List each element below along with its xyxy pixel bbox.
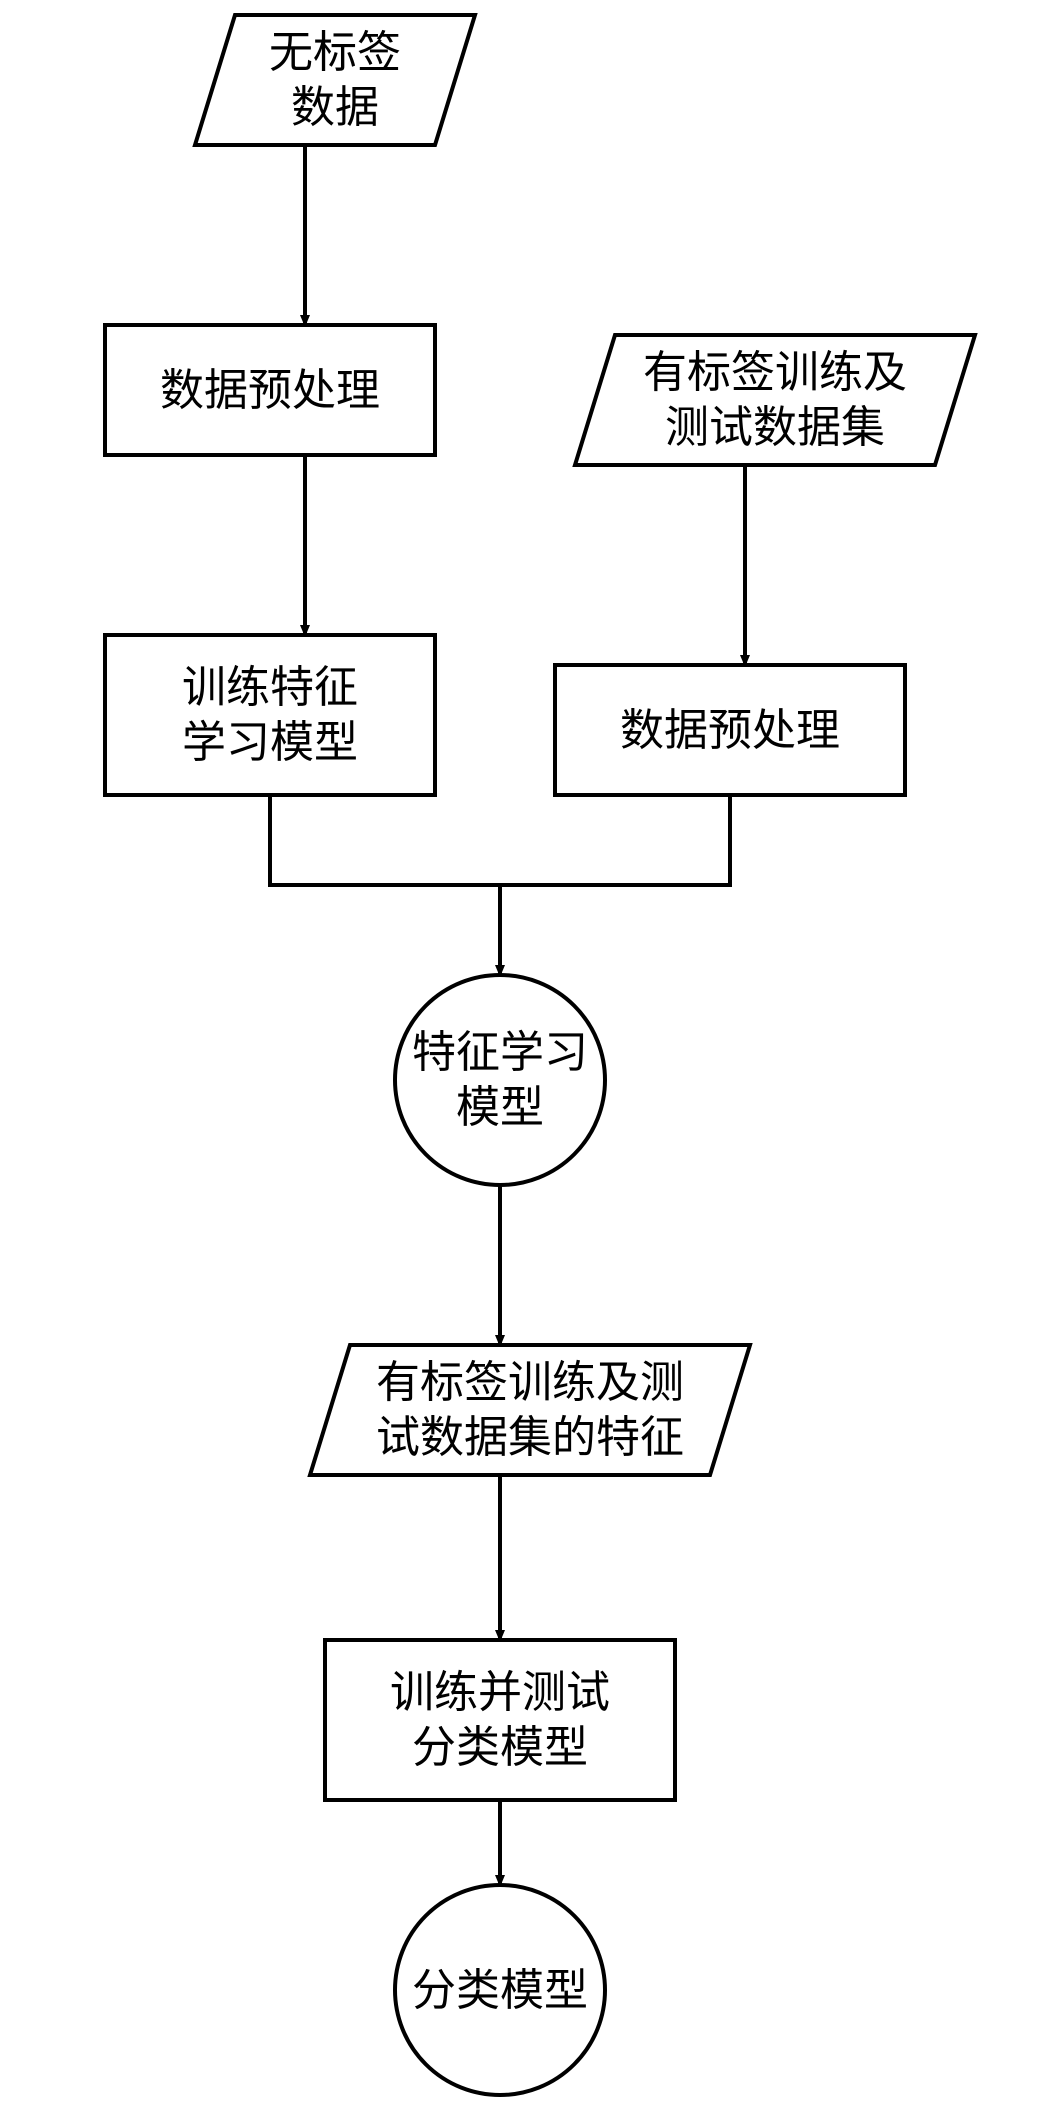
flowchart-edge-merge-bar xyxy=(270,795,730,885)
flowchart-diagram xyxy=(0,0,1051,2107)
flowchart-node-n5 xyxy=(555,665,905,795)
flowchart-node-n8 xyxy=(325,1640,675,1800)
flowchart-node-n3 xyxy=(105,635,435,795)
flowchart-node-n7 xyxy=(310,1345,750,1475)
flowchart-node-n2 xyxy=(105,325,435,455)
flowchart-node-n6 xyxy=(395,975,605,1185)
flowchart-node-n1 xyxy=(195,15,475,145)
flowchart-node-n4 xyxy=(575,335,975,465)
flowchart-node-n9 xyxy=(395,1885,605,2095)
